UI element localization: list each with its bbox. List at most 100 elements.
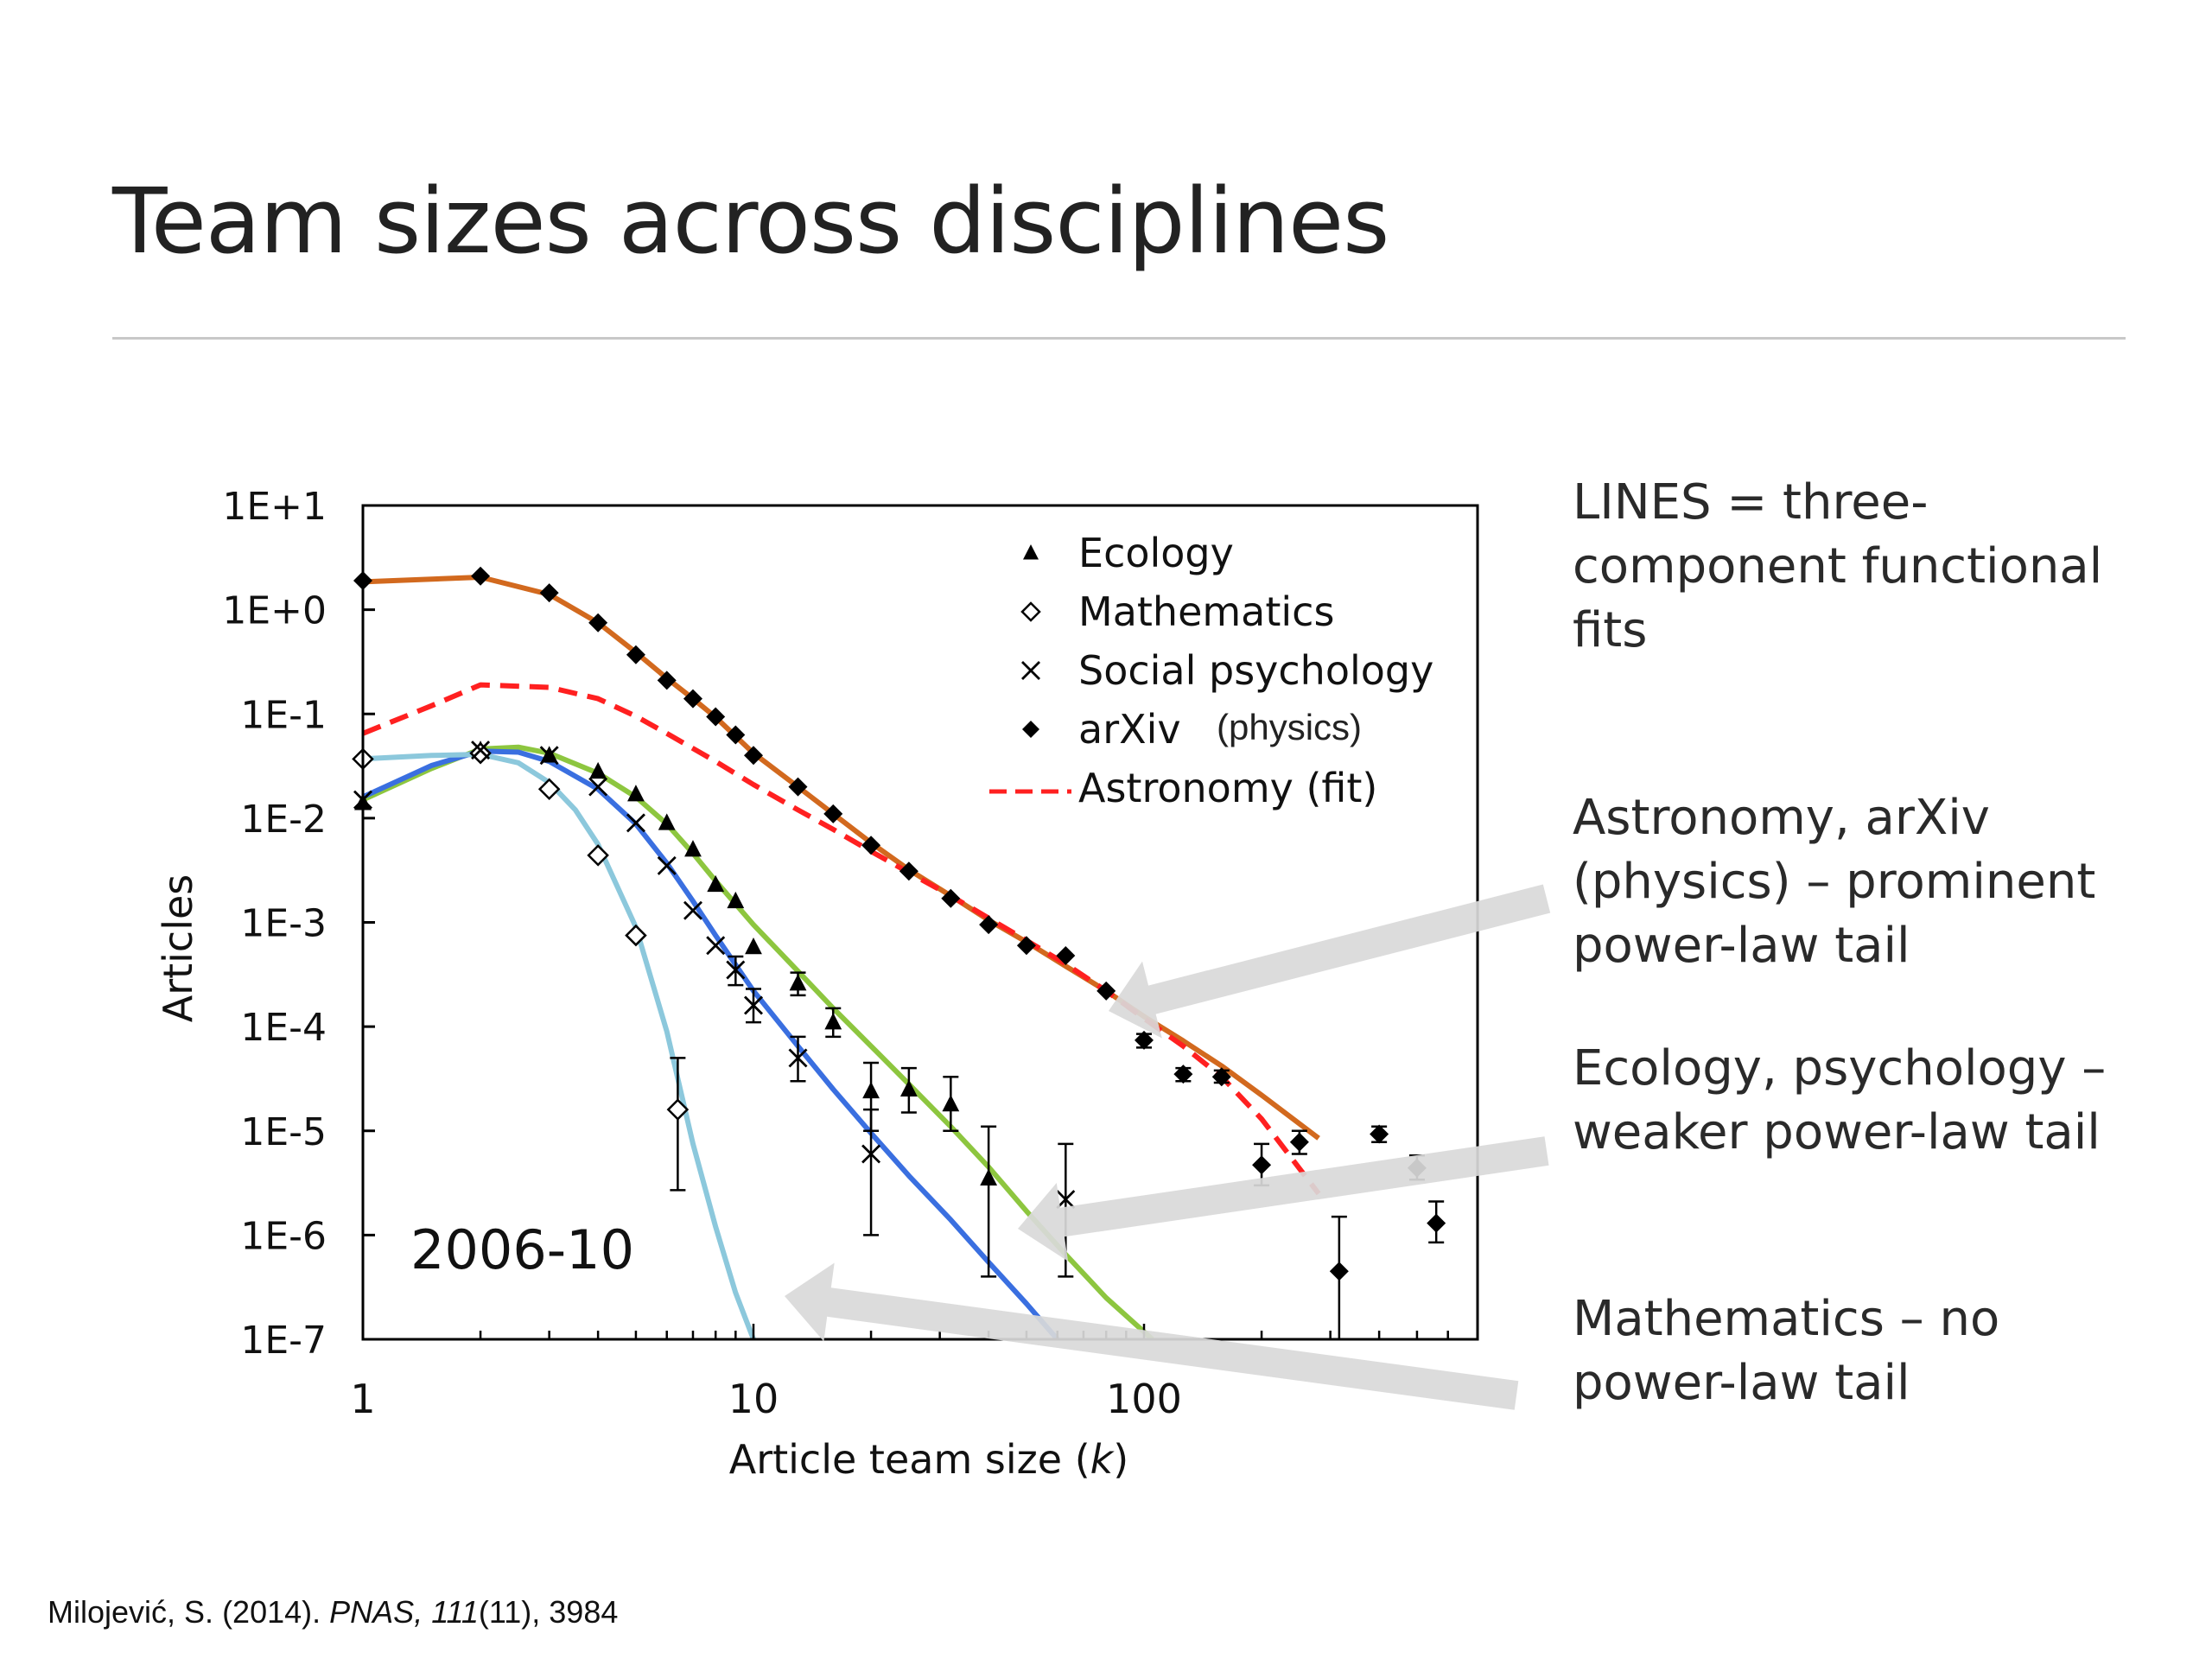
arxiv-physics-point xyxy=(788,777,808,797)
y-tick-label: 1E-4 xyxy=(240,1006,327,1050)
arxiv-physics-point xyxy=(471,566,491,586)
arxiv-physics-point xyxy=(1211,1067,1231,1087)
ecology-point xyxy=(745,938,762,955)
social-psychology-point xyxy=(1056,1190,1076,1210)
arxiv-physics-point xyxy=(657,671,677,690)
period-annotation: 2006-10 xyxy=(410,1218,634,1281)
x-tick-label: 100 xyxy=(1106,1376,1182,1422)
ecology-point xyxy=(899,1079,918,1096)
x-stroke xyxy=(588,777,608,797)
social-psychology-point xyxy=(683,900,702,920)
social-psychology-point xyxy=(657,855,677,875)
arxiv-physics-point xyxy=(1096,981,1116,1001)
citation-issue: (11), 3984 xyxy=(478,1594,619,1630)
mathematics-point xyxy=(537,778,561,801)
citation-year: (2014). xyxy=(222,1594,321,1630)
ecology-point xyxy=(727,891,745,909)
arxiv-physics-point xyxy=(1370,1124,1389,1144)
ecology-point xyxy=(684,840,702,857)
y-tick-label: 1E-2 xyxy=(240,798,327,842)
x-stroke xyxy=(744,995,763,1015)
x-stroke xyxy=(1056,1190,1076,1210)
mathematics-point xyxy=(666,1098,690,1121)
ecology-point xyxy=(942,1094,960,1112)
ecology-point xyxy=(707,874,725,893)
error-bars xyxy=(670,955,1445,1341)
mathematics-point xyxy=(587,844,609,867)
arrow-to-ecology-fit xyxy=(1018,1136,1549,1262)
ecology-point xyxy=(658,813,676,830)
social-psychology-point xyxy=(726,960,746,980)
annotation-arrows xyxy=(785,884,1551,1410)
ecology-fitline xyxy=(363,744,1154,1339)
ecology-point xyxy=(589,761,607,779)
mathematics-point xyxy=(469,741,492,765)
x-stroke xyxy=(726,960,746,980)
y-tick-label: 1E-7 xyxy=(240,1319,327,1363)
arxiv-physics-point xyxy=(1289,1132,1309,1152)
note-mathematics: Mathematics – no power-law tail xyxy=(1573,1291,2000,1411)
citation: Milojević, S. (2014). PNAS, 111(11), 398… xyxy=(48,1594,618,1630)
note-lines-fits: LINES = three-component functional fits xyxy=(1573,474,2103,658)
arxiv-physics-point xyxy=(683,689,702,709)
legend-marker xyxy=(1020,601,1041,622)
legend-marker xyxy=(1022,721,1039,738)
y-tick-label: 1E-3 xyxy=(240,902,327,946)
y-tick-label: 1E+0 xyxy=(222,589,327,633)
legend-label-note: (physics) xyxy=(1217,707,1362,747)
arxiv-physics-point xyxy=(861,836,881,855)
legend-marker xyxy=(1023,544,1039,560)
social-psychology-point xyxy=(539,746,559,766)
ecology-point xyxy=(980,1168,998,1185)
social-psychology-point xyxy=(471,741,491,760)
x-stroke xyxy=(861,1144,881,1164)
x-stroke xyxy=(788,1048,808,1068)
title-divider xyxy=(112,337,2126,340)
slide-title: Team sizes across disciplines xyxy=(112,168,1389,274)
x-stroke xyxy=(539,746,559,766)
data-points xyxy=(352,566,1446,1281)
arxiv-physics-point xyxy=(539,583,559,603)
note-astronomy-arxiv: Astronomy, arXiv (physics) – prominent p… xyxy=(1573,790,2096,974)
arxiv-physics-point xyxy=(744,746,763,766)
x-tick-label: 10 xyxy=(728,1376,779,1422)
arxiv-physics-point xyxy=(1329,1262,1349,1281)
arxiv-physics-point xyxy=(899,861,918,881)
social-psychology-fitline xyxy=(363,748,1059,1339)
y-tick-label: 1E-1 xyxy=(240,693,327,737)
arxiv-physics-point xyxy=(726,725,746,745)
arxiv-physics-point xyxy=(1173,1065,1193,1084)
arxiv-physics-point xyxy=(1427,1213,1446,1233)
legend-label: Astronomy (fit) xyxy=(1078,765,1377,811)
social-psychology-point xyxy=(626,813,645,833)
social-psychology-point xyxy=(588,777,608,797)
arxiv-physics-point xyxy=(823,804,843,823)
legend-marker xyxy=(1021,661,1040,680)
arxiv-physics-point xyxy=(1016,936,1036,956)
ecology-point xyxy=(627,785,645,802)
citation-journal: PNAS, 111 xyxy=(329,1594,479,1630)
x-stroke xyxy=(1021,661,1040,680)
legend-label: Mathematics xyxy=(1078,588,1334,635)
x-stroke xyxy=(626,813,645,833)
y-tick-label: 1E-6 xyxy=(240,1214,327,1258)
arxiv-physics-point xyxy=(588,613,608,632)
note-ecology-psychology: Ecology, psychology – weaker power-law t… xyxy=(1573,1040,2107,1160)
mathematics-point xyxy=(625,924,647,947)
social-psychology-point xyxy=(706,936,726,956)
arrow-to-mathematics-fit xyxy=(785,1262,1519,1410)
ecology-point xyxy=(824,1013,842,1030)
x-stroke xyxy=(706,936,726,956)
x-stroke xyxy=(683,900,702,920)
social-psychology-point xyxy=(788,1048,808,1068)
legend: Ecology Mathematics Social psychology arXiv… xyxy=(989,530,1433,811)
axis-ticks: 1E+1 1E+0 1E-1 1E-2 1E-3 1E-4 1E-5 1E-6 1E-7 1 10 1… xyxy=(222,485,1449,1422)
arxiv-physics-point xyxy=(706,707,726,727)
ecology-point xyxy=(789,974,807,991)
y-tick-label: 1E+1 xyxy=(222,485,327,529)
x-tick-label: 1 xyxy=(350,1376,375,1422)
arxiv-physics-point xyxy=(941,888,961,908)
x-stroke xyxy=(471,741,491,760)
arxiv-physics-point xyxy=(626,645,645,664)
